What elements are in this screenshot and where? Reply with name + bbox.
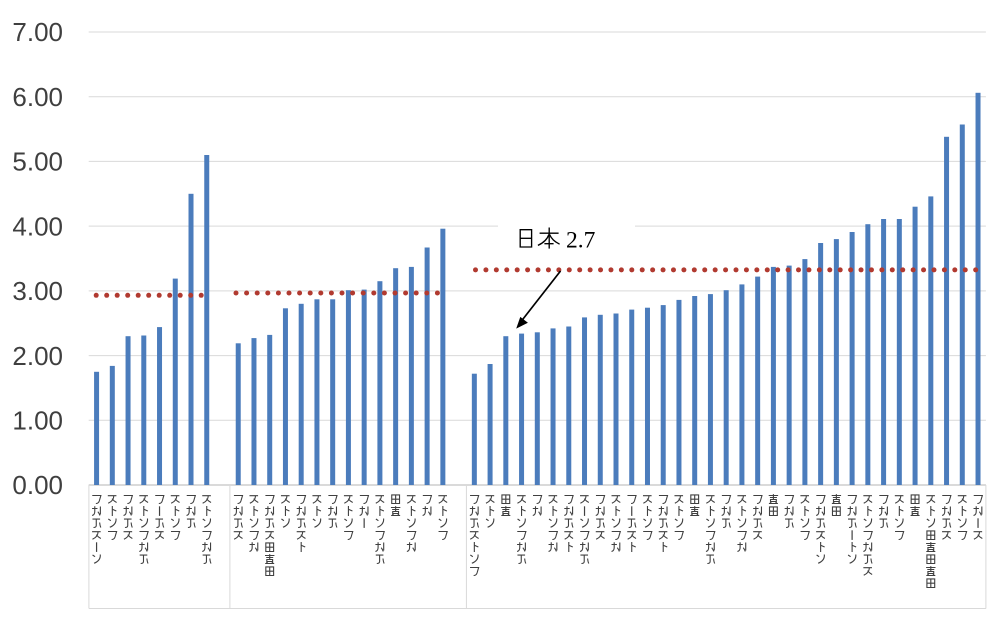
svg-text:0.00: 0.00 xyxy=(12,470,63,500)
svg-text:5.00: 5.00 xyxy=(12,147,63,177)
svg-text:3.00: 3.00 xyxy=(12,276,63,306)
svg-text:1.00: 1.00 xyxy=(12,406,63,436)
svg-text:7.00: 7.00 xyxy=(12,17,63,47)
svg-text:4.00: 4.00 xyxy=(12,211,63,241)
svg-text:2.7: 2.7 xyxy=(566,228,596,254)
svg-text:2.00: 2.00 xyxy=(12,341,63,371)
svg-text:6.00: 6.00 xyxy=(12,82,63,112)
